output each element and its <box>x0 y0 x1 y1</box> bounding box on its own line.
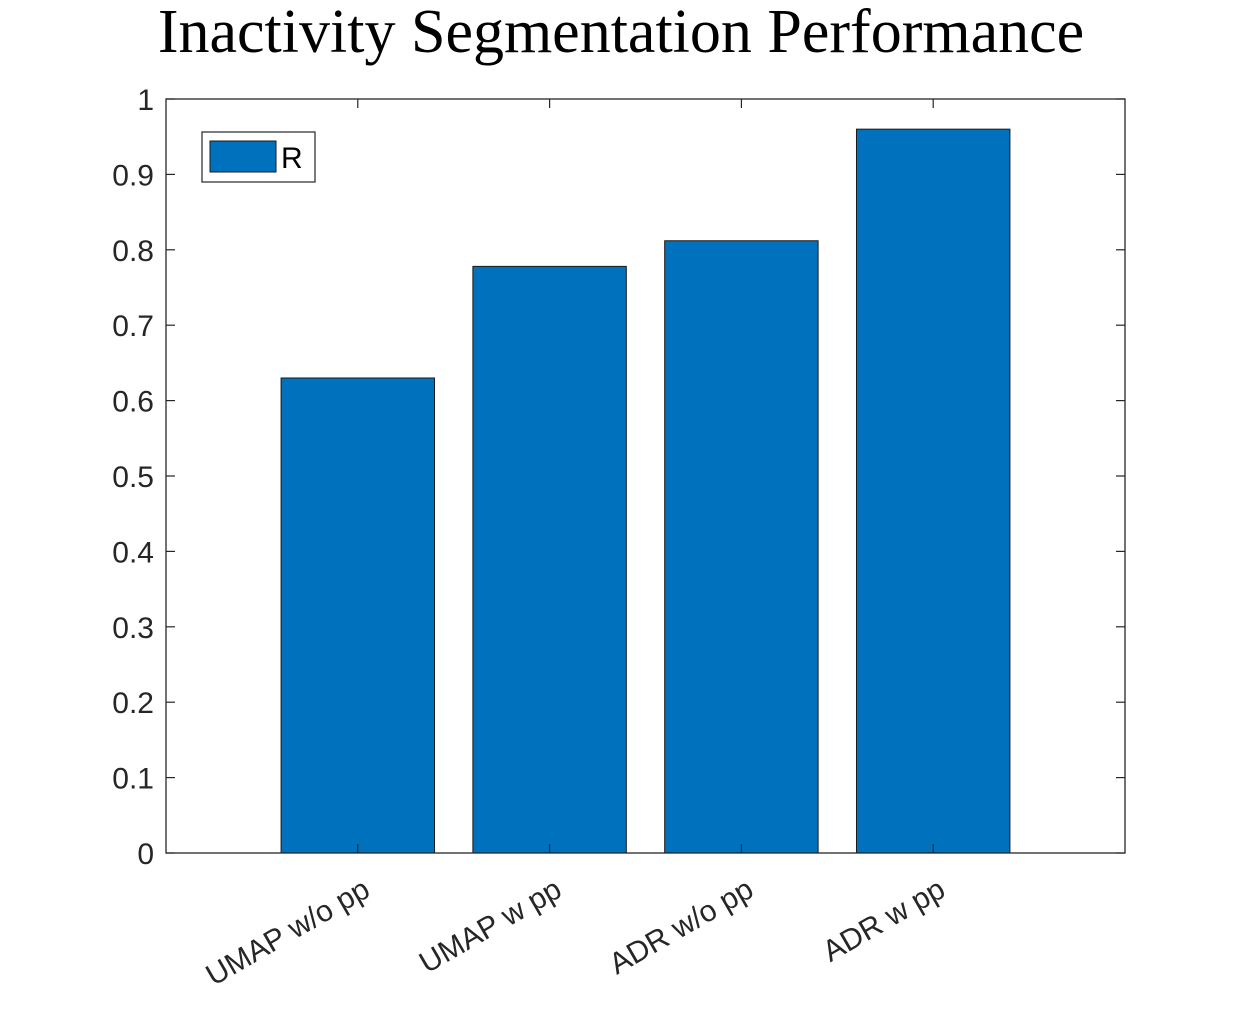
bar-adr-w-pp <box>855 128 1011 854</box>
chart-title: Inactivity Segmentation Performance <box>158 0 1084 66</box>
bars-group <box>280 128 1011 854</box>
plot-frame <box>165 98 1126 854</box>
x-tick-labels: UMAP w/o pp UMAP w pp ADR w/o pp ADR w pp <box>200 872 950 992</box>
y-tick-labels: 0 0.1 0.2 0.3 0.4 0.5 0.6 0.7 0.8 0.9 1 <box>112 84 154 871</box>
x-tick-label: ADR w/o pp <box>604 872 759 981</box>
y-tick-label: 0 <box>137 838 154 871</box>
legend-label: R <box>281 142 303 175</box>
y-tick-label: 0.6 <box>112 386 154 419</box>
bar-umap-w-pp <box>472 265 627 854</box>
legend: R <box>201 131 316 183</box>
x-tick-label: UMAP w pp <box>414 872 567 980</box>
bar-umap-w-o-pp <box>280 377 436 854</box>
y-tick-label: 0.3 <box>112 612 154 645</box>
x-tick-label: UMAP w/o pp <box>200 872 375 992</box>
y-tick-label: 0.8 <box>112 235 154 268</box>
y-tick-label: 0.2 <box>112 687 154 720</box>
y-tick-label: 1 <box>137 84 154 117</box>
y-tick-label: 0.9 <box>112 159 154 192</box>
y-tick-label: 0.4 <box>112 536 154 569</box>
y-tick-label: 0.1 <box>112 763 154 796</box>
bar-adr-w-o-pp <box>664 240 819 854</box>
x-tick-label: ADR w pp <box>817 872 950 968</box>
legend-swatch <box>209 140 277 173</box>
y-tick-label: 0.7 <box>112 310 154 343</box>
y-tick-label: 0.5 <box>112 461 154 494</box>
